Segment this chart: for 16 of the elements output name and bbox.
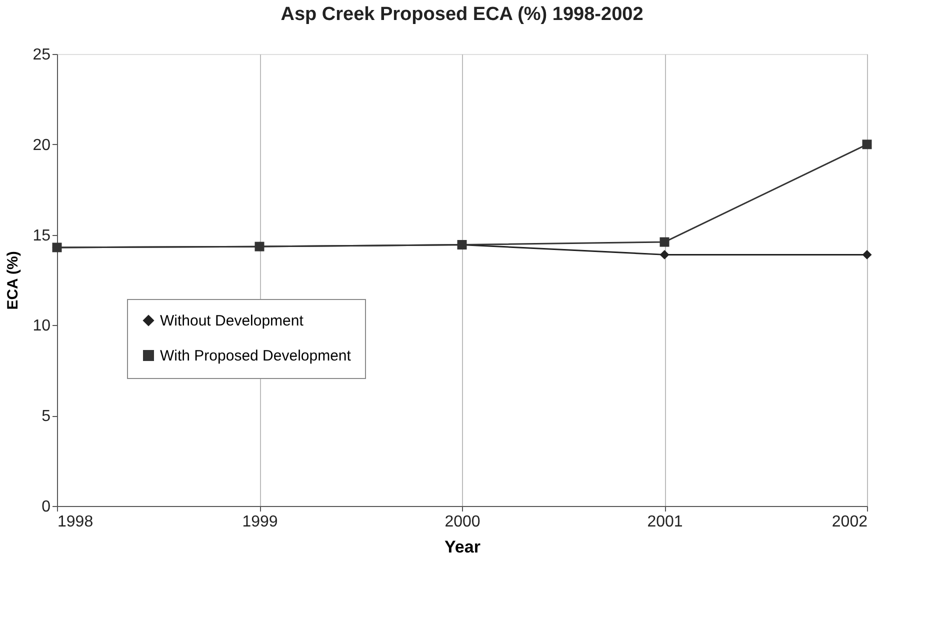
y-tick-label: 0: [42, 498, 51, 516]
x-tick-label: 2002: [832, 514, 868, 530]
y-axis-title: ECA (%): [4, 251, 22, 310]
x-tick-label: 2000: [444, 514, 480, 530]
legend-label: Without Development: [160, 312, 304, 330]
y-tick-label: 5: [42, 408, 51, 426]
x-axis-title: Year: [444, 538, 481, 556]
y-tick-label: 20: [32, 136, 51, 154]
y-tick-label: 25: [32, 46, 51, 64]
y-tick-label: 15: [32, 227, 51, 244]
x-tick-label: 1999: [242, 514, 278, 530]
x-tick-label: 2001: [647, 514, 683, 530]
chart-title: Asp Creek Proposed ECA (%) 1998-2002: [280, 4, 644, 25]
y-tick-label: 10: [32, 318, 51, 335]
legend-label: With Proposed Development: [160, 348, 352, 364]
x-tick-label: 1998: [58, 514, 94, 530]
